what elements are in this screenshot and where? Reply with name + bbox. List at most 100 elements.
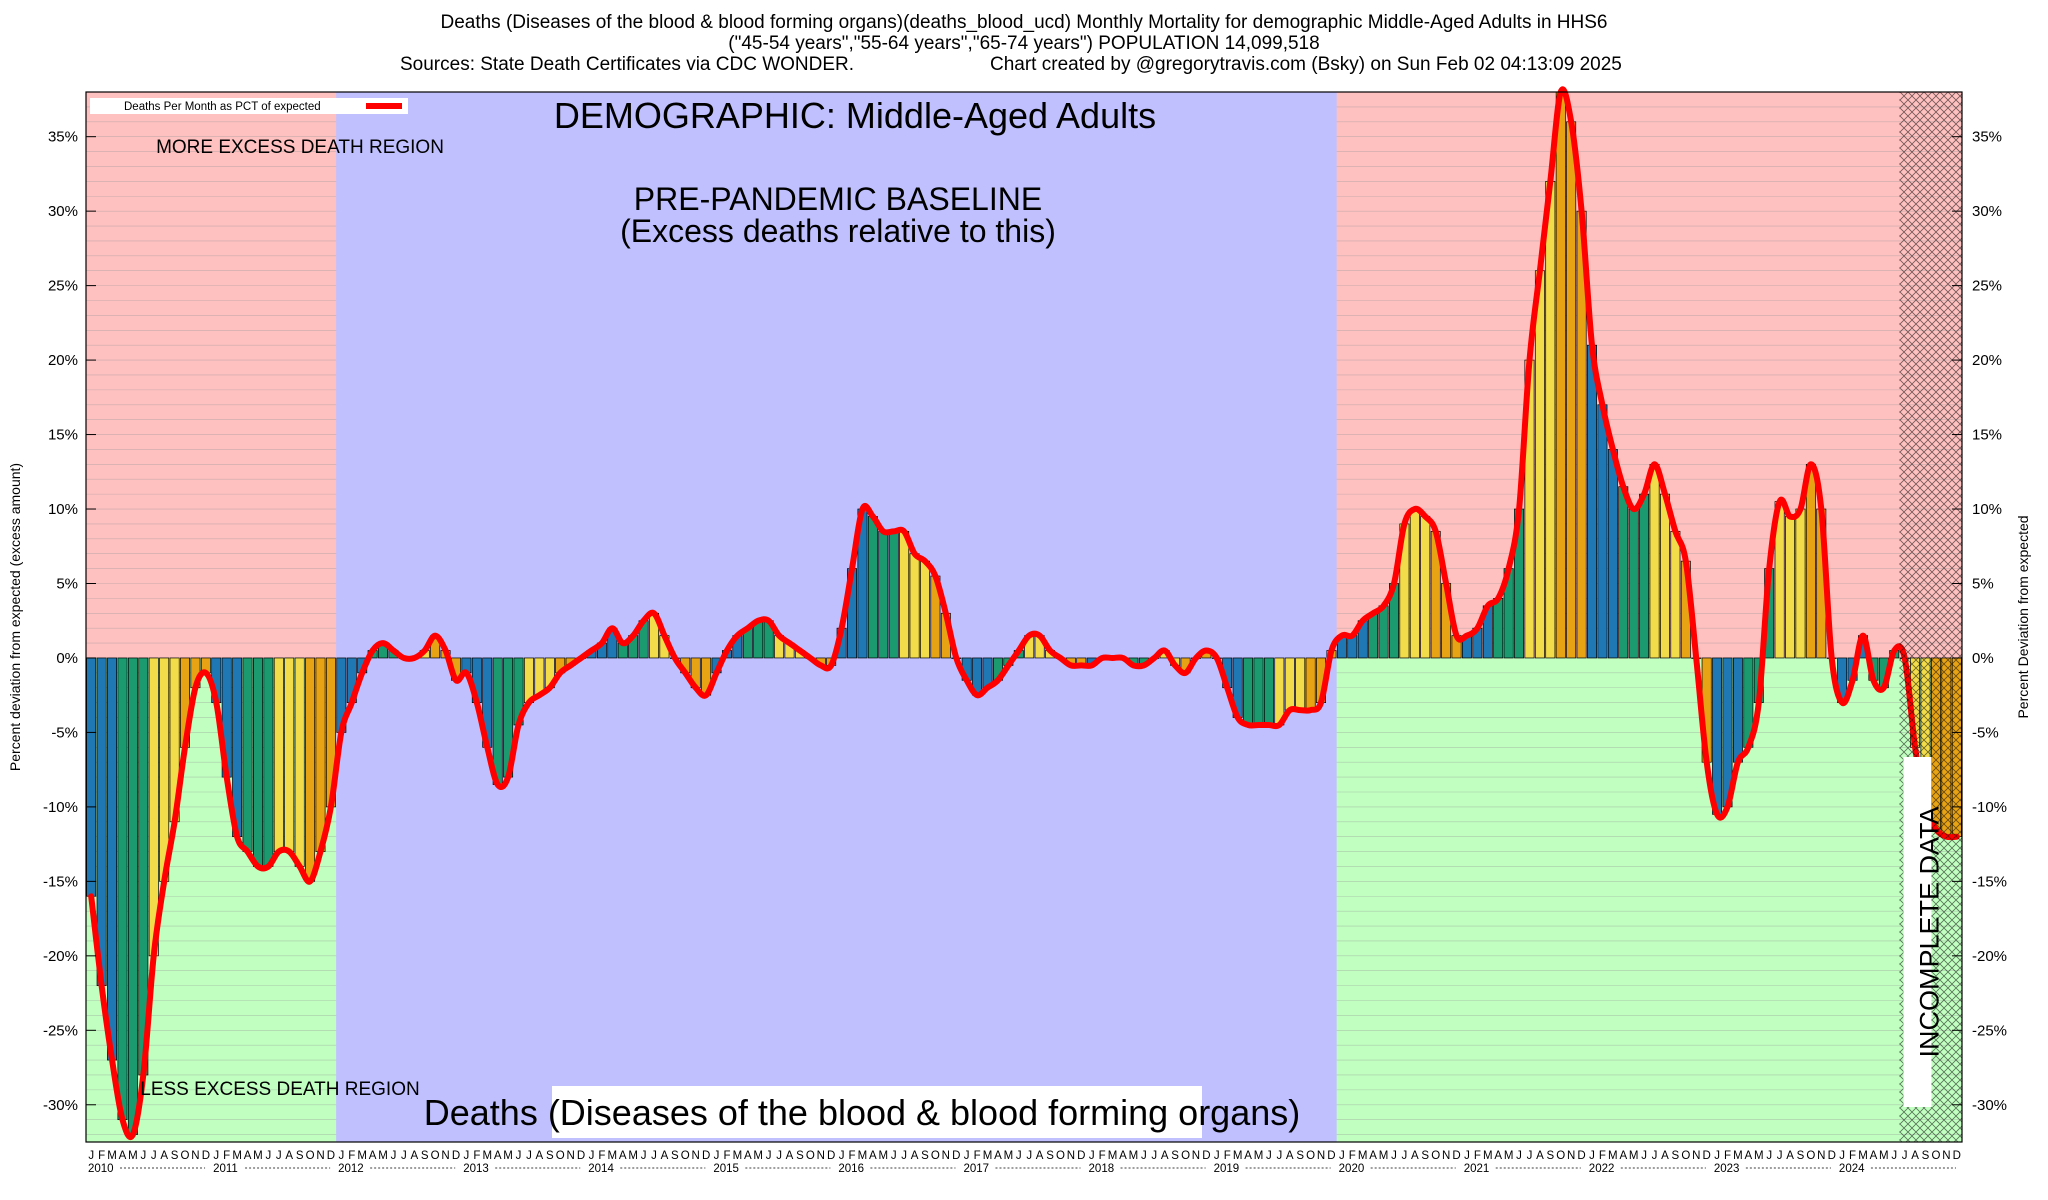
x-month-label: A	[536, 1150, 544, 1162]
x-month-label: M	[1379, 1150, 1389, 1162]
x-year-label: 2010	[88, 1163, 114, 1175]
x-month-label: N	[1567, 1150, 1575, 1162]
x-month-label: N	[1442, 1150, 1450, 1162]
baseline-label-line2: (Excess deaths relative to this)	[620, 213, 1056, 249]
x-month-label: M	[128, 1150, 138, 1162]
x-year-label: 2017	[963, 1163, 989, 1175]
x-month-label: A	[911, 1150, 919, 1162]
x-month-label: M	[1483, 1150, 1493, 1162]
x-month-label: M	[1233, 1150, 1243, 1162]
x-month-label: N	[1192, 1150, 1200, 1162]
data-bar	[1597, 404, 1608, 659]
x-month-label: D	[1577, 1150, 1585, 1162]
x-month-label: N	[1817, 1150, 1825, 1162]
x-month-label: M	[608, 1150, 618, 1162]
x-month-label: J	[1402, 1150, 1408, 1162]
y-tick-label-left: -5%	[51, 724, 78, 741]
x-month-label: A	[786, 1150, 794, 1162]
x-month-label: A	[410, 1150, 418, 1162]
data-bar	[1628, 508, 1639, 659]
x-month-label: O	[1306, 1150, 1315, 1162]
y-tick-label-right: -15%	[1972, 873, 2007, 890]
x-month-label: M	[1108, 1150, 1118, 1162]
x-month-label: J	[1464, 1150, 1470, 1162]
data-bar	[305, 657, 316, 882]
x-month-label: O	[681, 1150, 690, 1162]
x-month-label: F	[348, 1150, 355, 1162]
x-month-label: N	[1317, 1150, 1325, 1162]
data-bar	[1805, 463, 1816, 659]
x-month-label: J	[266, 1150, 272, 1162]
y-tick-label-right: 5%	[1972, 575, 1994, 592]
x-month-label: A	[244, 1150, 252, 1162]
x-month-label: A	[1661, 1150, 1669, 1162]
x-month-label: S	[1171, 1150, 1179, 1162]
x-month-label: M	[1129, 1150, 1139, 1162]
data-bar	[1545, 181, 1556, 659]
x-month-label: J	[526, 1150, 532, 1162]
data-bar	[1795, 508, 1806, 659]
x-month-label: O	[306, 1150, 315, 1162]
x-month-label: A	[1411, 1150, 1419, 1162]
x-month-label: A	[1036, 1150, 1044, 1162]
y-tick-label-left: -30%	[43, 1097, 78, 1114]
data-bar	[294, 657, 305, 867]
x-month-label: O	[1056, 1150, 1065, 1162]
x-month-label: F	[1224, 1150, 1231, 1162]
data-bar	[284, 657, 295, 852]
chart-source-line: Sources: State Death Certificates via CD…	[400, 54, 854, 76]
x-month-label: A	[1536, 1150, 1544, 1162]
x-month-label: F	[1849, 1150, 1856, 1162]
data-bar	[1785, 516, 1795, 659]
data-bar	[1295, 657, 1306, 711]
y-tick-label-left: 25%	[48, 278, 78, 295]
data-bar	[1420, 516, 1431, 659]
x-month-label: M	[1629, 1150, 1639, 1162]
x-month-label: O	[806, 1150, 815, 1162]
x-month-label: N	[441, 1150, 449, 1162]
x-month-label: F	[1349, 1150, 1356, 1162]
y-tick-label-right: 10%	[1972, 501, 2002, 518]
x-month-label: S	[796, 1150, 804, 1162]
y-tick-label-right: -20%	[1972, 948, 2007, 965]
y-tick-label-right: 20%	[1972, 352, 2002, 369]
data-bar	[1493, 598, 1504, 659]
x-month-label: S	[921, 1150, 929, 1162]
x-month-label: M	[107, 1150, 117, 1162]
data-bar	[273, 657, 284, 852]
x-month-label: D	[827, 1150, 835, 1162]
x-month-label: O	[1181, 1150, 1190, 1162]
x-month-label: J	[1902, 1150, 1908, 1162]
x-month-label: A	[1286, 1150, 1294, 1162]
x-month-label: M	[628, 1150, 638, 1162]
x-month-label: D	[1202, 1150, 1210, 1162]
data-bar	[920, 560, 930, 659]
x-month-label: J	[1016, 1150, 1022, 1162]
x-month-label: S	[296, 1150, 304, 1162]
y-tick-label-left: -20%	[43, 948, 78, 965]
y-tick-label-right: 25%	[1972, 278, 2002, 295]
y-tick-label-right: 15%	[1972, 427, 2002, 444]
x-month-label: J	[776, 1150, 782, 1162]
x-month-label: M	[753, 1150, 763, 1162]
data-bar	[1534, 270, 1545, 659]
y-tick-label-left: 30%	[48, 203, 78, 220]
chart-source-text: Sources: State Death Certificates via CD…	[400, 54, 855, 75]
data-bar	[1263, 657, 1274, 726]
data-bar	[1284, 657, 1295, 711]
x-month-label: F	[974, 1150, 981, 1162]
x-month-label: N	[692, 1150, 700, 1162]
x-month-label: N	[566, 1150, 574, 1162]
x-month-label: S	[1922, 1150, 1930, 1162]
x-month-label: A	[1161, 1150, 1169, 1162]
y-tick-label-right: -10%	[1972, 799, 2007, 816]
x-month-label: A	[744, 1150, 752, 1162]
x-month-label: M	[378, 1150, 388, 1162]
x-month-label: J	[1089, 1150, 1095, 1162]
x-month-label: D	[1702, 1150, 1710, 1162]
data-bar	[1305, 657, 1316, 711]
x-month-label: N	[1692, 1150, 1700, 1162]
x-month-label: J	[1391, 1150, 1397, 1162]
x-month-label: M	[482, 1150, 492, 1162]
data-bar	[1566, 121, 1577, 659]
